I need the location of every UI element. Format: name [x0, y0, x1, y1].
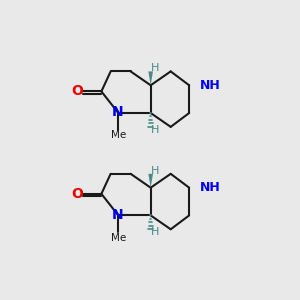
Text: H: H [151, 166, 160, 176]
Text: O: O [72, 187, 83, 201]
Text: NH: NH [200, 181, 221, 194]
Text: H: H [151, 125, 160, 135]
Polygon shape [148, 174, 153, 188]
Text: H: H [151, 227, 160, 237]
Text: Me: Me [111, 233, 126, 243]
Text: N: N [112, 105, 123, 119]
Text: N: N [112, 208, 123, 222]
Text: NH: NH [200, 79, 221, 92]
Text: Me: Me [111, 130, 126, 140]
Polygon shape [148, 71, 153, 85]
Text: H: H [151, 63, 160, 73]
Text: O: O [72, 84, 83, 98]
